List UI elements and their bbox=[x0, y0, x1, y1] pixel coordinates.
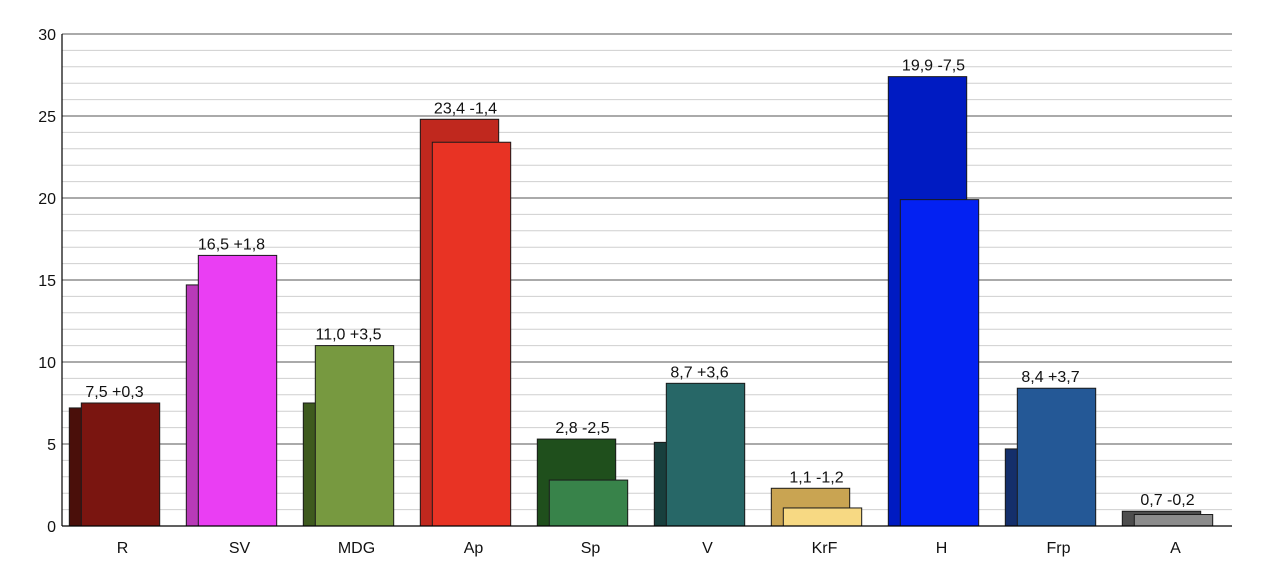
bar-current-mdg bbox=[314, 345, 395, 527]
x-tick-label: R bbox=[117, 540, 129, 557]
data-label: 0,7 -0,2 bbox=[1140, 492, 1194, 509]
bar-current-sv bbox=[197, 254, 278, 527]
x-tick-label: V bbox=[702, 540, 713, 557]
data-label: 8,4 +3,7 bbox=[1021, 369, 1079, 386]
y-tick-label: 0 bbox=[47, 519, 56, 536]
data-label: 8,7 +3,6 bbox=[670, 364, 728, 381]
bar-current-a bbox=[1133, 514, 1214, 527]
x-tick-label: SV bbox=[229, 540, 251, 557]
bar-current-v bbox=[665, 382, 746, 527]
x-tick-label: Ap bbox=[464, 540, 484, 557]
axes bbox=[61, 34, 1232, 527]
y-tick-label: 30 bbox=[38, 27, 56, 44]
bar-current-r bbox=[80, 402, 161, 527]
data-label: 7,5 +0,3 bbox=[85, 384, 143, 401]
x-tick-label: Frp bbox=[1047, 540, 1071, 557]
x-tick-label: H bbox=[936, 540, 948, 557]
x-tick-labels: R SV MDG Ap Sp V KrF H Frp A bbox=[117, 540, 1181, 557]
bar-current-h bbox=[899, 199, 980, 527]
data-label: 16,5 +1,8 bbox=[198, 236, 265, 253]
y-tick-label: 10 bbox=[38, 355, 56, 372]
x-tick-label: KrF bbox=[812, 540, 838, 557]
y-tick-label: 25 bbox=[38, 109, 56, 126]
y-tick-label: 15 bbox=[38, 273, 56, 290]
bars bbox=[68, 76, 1214, 527]
y-tick-labels: 0 5 10 15 20 25 30 bbox=[38, 27, 56, 536]
bar-current-frp bbox=[1016, 387, 1097, 527]
data-labels: 7,5 +0,3 16,5 +1,8 11,0 +3,5 23,4 -1,4 2,8 -… bbox=[85, 58, 1194, 510]
bar-current-ap bbox=[431, 141, 512, 527]
data-label: 1,1 -1,2 bbox=[789, 469, 843, 486]
y-tick-label: 5 bbox=[47, 437, 56, 454]
data-label: 11,0 +3,5 bbox=[316, 327, 382, 344]
y-tick-label: 20 bbox=[38, 191, 56, 208]
data-label: 23,4 -1,4 bbox=[434, 100, 497, 117]
x-tick-label: A bbox=[1170, 540, 1181, 557]
bar-current-sp bbox=[548, 479, 629, 527]
bar-current-krf bbox=[782, 507, 863, 527]
data-label: 19,9 -7,5 bbox=[902, 58, 965, 75]
data-label: 2,8 -2,5 bbox=[555, 420, 609, 437]
x-tick-label: Sp bbox=[581, 540, 601, 557]
x-tick-label: MDG bbox=[338, 540, 375, 557]
